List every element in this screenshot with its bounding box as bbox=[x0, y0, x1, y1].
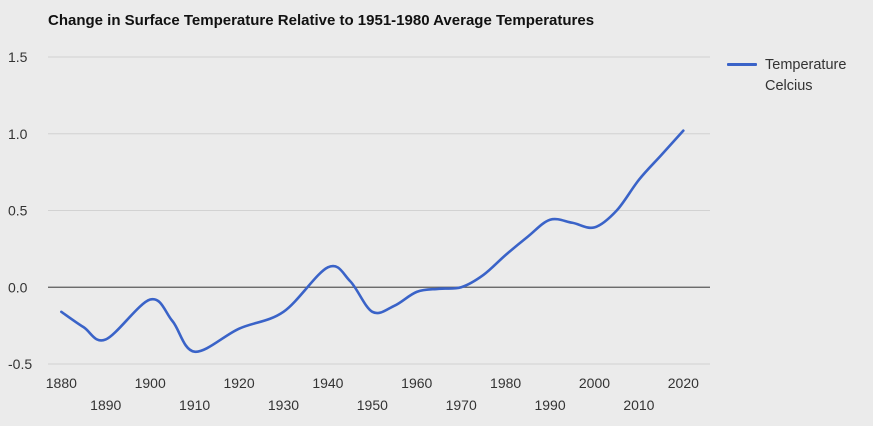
y-tick-label: 0.5 bbox=[8, 203, 28, 219]
x-tick-label: 2010 bbox=[623, 397, 654, 413]
x-tick-label: 1930 bbox=[268, 397, 299, 413]
legend-label-line-1: Temperature bbox=[765, 57, 847, 73]
legend: Temperature Celcius bbox=[727, 55, 846, 97]
y-tick-label: 1.5 bbox=[8, 49, 28, 65]
legend-label-line-2: Celcius bbox=[765, 78, 813, 94]
x-tick-label: 1880 bbox=[46, 375, 77, 391]
x-tick-label: 1980 bbox=[490, 375, 521, 391]
x-tick-label: 1890 bbox=[90, 397, 121, 413]
tick-layer: 1.5 1.0 0.5 0.0 -0.5 1880 1900 1920 1940 1960 1980… bbox=[8, 49, 699, 413]
y-tick-label: -0.5 bbox=[8, 356, 32, 372]
x-tick-label: 1940 bbox=[312, 375, 343, 391]
x-tick-label: 1910 bbox=[179, 397, 210, 413]
chart-title: Change in Surface Temperature Relative t… bbox=[48, 12, 595, 29]
x-tick-label: 2020 bbox=[668, 375, 699, 391]
x-tick-label: 1900 bbox=[135, 375, 166, 391]
series-layer bbox=[60, 129, 685, 354]
x-tick-label: 2000 bbox=[579, 375, 610, 391]
x-tick-label: 1970 bbox=[446, 397, 477, 413]
x-tick-label: 1990 bbox=[534, 397, 565, 413]
x-tick-label: 1960 bbox=[401, 375, 432, 391]
x-tick-label: 1920 bbox=[223, 375, 254, 391]
legend-label: Temperature Celcius bbox=[765, 55, 846, 97]
series-line-temperature bbox=[60, 129, 685, 354]
x-tick-label: 1950 bbox=[357, 397, 388, 413]
legend-swatch bbox=[727, 63, 757, 66]
grid-layer bbox=[48, 56, 710, 365]
y-tick-label: 0.0 bbox=[8, 279, 28, 295]
y-tick-label: 1.0 bbox=[8, 126, 28, 142]
